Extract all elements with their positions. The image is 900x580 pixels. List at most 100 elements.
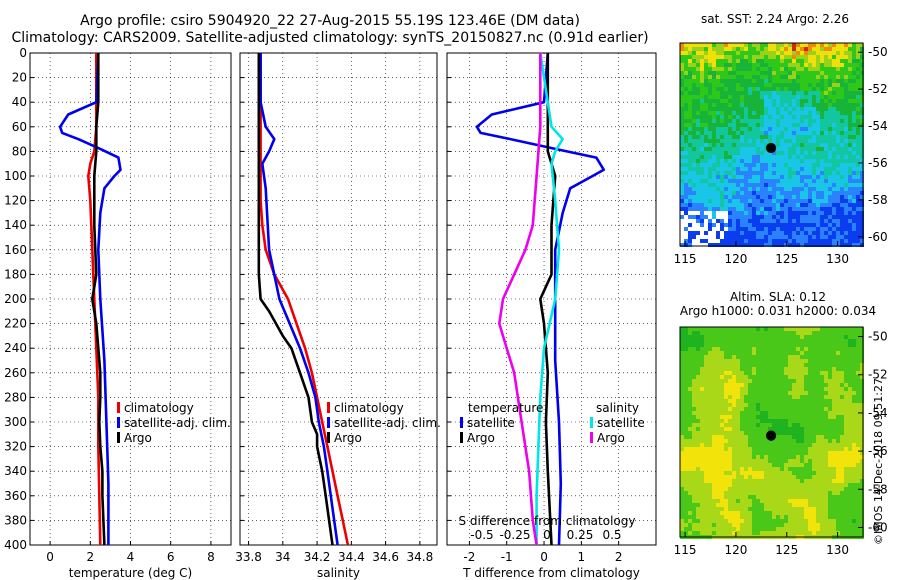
heatmap-cell <box>680 383 684 387</box>
heatmap-cell <box>836 215 840 219</box>
heatmap-cell <box>808 99 812 103</box>
heatmap-cell <box>800 227 804 231</box>
heatmap-cell <box>744 471 748 475</box>
heatmap-cell <box>820 111 824 115</box>
heatmap-cell <box>788 59 792 63</box>
heatmap-cell <box>716 215 720 219</box>
heatmap-cell <box>752 339 756 343</box>
heatmap-cell <box>836 371 840 375</box>
heatmap-cell <box>756 235 760 239</box>
heatmap-cell <box>796 215 800 219</box>
heatmap-cell <box>760 363 764 367</box>
heatmap-cell <box>712 423 716 427</box>
heatmap-cell <box>776 227 780 231</box>
heatmap-cell <box>848 155 852 159</box>
heatmap-cell <box>844 495 848 499</box>
heatmap-cell <box>832 427 836 431</box>
heatmap-cell <box>764 527 768 531</box>
heatmap-cell <box>700 239 704 243</box>
heatmap-cell <box>832 407 836 411</box>
heatmap-cell <box>748 123 752 127</box>
heatmap-cell <box>748 163 752 167</box>
heatmap-cell <box>748 359 752 363</box>
heatmap-cell <box>852 143 856 147</box>
heatmap-cell <box>832 75 836 79</box>
heatmap-cell <box>776 115 780 119</box>
heatmap-cell <box>748 487 752 491</box>
heatmap-cell <box>688 159 692 163</box>
heatmap-cell <box>860 111 864 115</box>
heatmap-cell <box>824 523 828 527</box>
heatmap-cell <box>784 103 788 107</box>
heatmap-cell <box>700 95 704 99</box>
heatmap-cell <box>740 527 744 531</box>
heatmap-cell <box>804 87 808 91</box>
heatmap-cell <box>792 47 796 51</box>
heatmap-cell <box>696 403 700 407</box>
heatmap-cell <box>784 423 788 427</box>
heatmap-cell <box>776 187 780 191</box>
heatmap-cell <box>796 511 800 515</box>
heatmap-cell <box>808 231 812 235</box>
heatmap-cell <box>784 171 788 175</box>
heatmap-cell <box>760 83 764 87</box>
heatmap-cell <box>788 351 792 355</box>
heatmap-cell <box>812 403 816 407</box>
heatmap-cell <box>852 99 856 103</box>
heatmap-cell <box>820 179 824 183</box>
heatmap-cell <box>820 427 824 431</box>
heatmap-cell <box>824 71 828 75</box>
heatmap-cell <box>788 359 792 363</box>
heatmap-cell <box>832 447 836 451</box>
heatmap-cell <box>792 243 796 247</box>
heatmap-cell <box>792 375 796 379</box>
heatmap-cell <box>724 51 728 55</box>
heatmap-cell <box>712 111 716 115</box>
heatmap-cell <box>788 523 792 527</box>
heatmap-cell <box>860 131 864 135</box>
heatmap-cell <box>792 511 796 515</box>
heatmap-cell <box>848 527 852 531</box>
heatmap-cell <box>692 439 696 443</box>
heatmap-cell <box>844 419 848 423</box>
heatmap-cell <box>704 427 708 431</box>
heatmap-cell <box>716 503 720 507</box>
heatmap-cell <box>724 107 728 111</box>
heatmap-cell <box>748 351 752 355</box>
heatmap-cell <box>756 55 760 59</box>
heatmap-cell <box>852 63 856 67</box>
heatmap-cell <box>816 67 820 71</box>
heatmap-cell <box>752 203 756 207</box>
heatmap-cell <box>856 511 860 515</box>
heatmap-cell <box>764 135 768 139</box>
heatmap-cell <box>692 127 696 131</box>
heatmap-cell <box>792 447 796 451</box>
heatmap-cell <box>708 219 712 223</box>
heatmap-cell <box>764 119 768 123</box>
heatmap-cell <box>852 195 856 199</box>
heatmap-cell <box>796 475 800 479</box>
heatmap-cell <box>748 239 752 243</box>
heatmap-cell <box>772 235 776 239</box>
heatmap-cell <box>848 175 852 179</box>
heatmap-cell <box>800 527 804 531</box>
heatmap-cell <box>764 111 768 115</box>
heatmap-cell <box>796 79 800 83</box>
heatmap-cell <box>824 355 828 359</box>
heatmap-cell <box>796 327 800 331</box>
heatmap-cell <box>680 515 684 519</box>
heatmap-cell <box>744 531 748 535</box>
heatmap-cell <box>744 415 748 419</box>
heatmap-cell <box>704 499 708 503</box>
heatmap-cell <box>836 471 840 475</box>
heatmap-cell <box>856 67 860 71</box>
heatmap-cell <box>720 91 724 95</box>
heatmap-cell <box>716 343 720 347</box>
heatmap-cell <box>812 519 816 523</box>
heatmap-cell <box>772 491 776 495</box>
heatmap-cell <box>684 523 688 527</box>
heatmap-cell <box>684 411 688 415</box>
heatmap-cell <box>736 347 740 351</box>
heatmap-cell <box>708 139 712 143</box>
heatmap-cell <box>800 403 804 407</box>
